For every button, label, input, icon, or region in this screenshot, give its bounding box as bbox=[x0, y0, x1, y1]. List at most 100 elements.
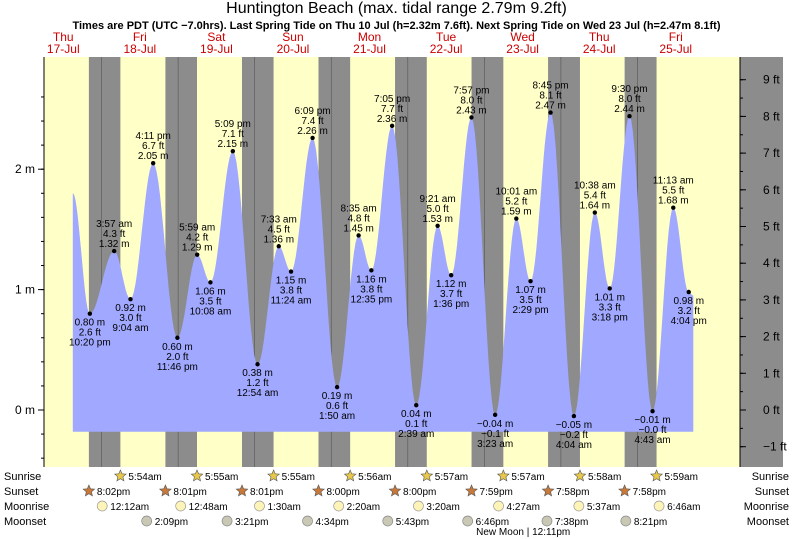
day-name-label: Thu bbox=[589, 30, 610, 44]
moonset-time: 2:09pm bbox=[155, 517, 188, 528]
day-name-label: Fri bbox=[669, 30, 683, 44]
tide-height-m-label: 0.98 m bbox=[673, 296, 704, 307]
sunset-icon bbox=[388, 484, 402, 497]
tide-time-label: 8:35 am bbox=[341, 203, 377, 214]
tide-time-label: 10:38 am bbox=[574, 181, 616, 192]
astro-row-label-left: Sunset bbox=[4, 486, 38, 498]
tide-extreme-point bbox=[276, 244, 281, 249]
tide-extreme-point bbox=[448, 272, 454, 278]
tide-time-label: 3:23 am bbox=[477, 439, 513, 450]
night-band bbox=[548, 57, 580, 467]
tide-extreme-point bbox=[592, 210, 598, 215]
tide-extreme-point bbox=[288, 269, 294, 274]
tide-time-label: 6:09 pm bbox=[295, 106, 331, 117]
tide-extreme-point bbox=[128, 297, 133, 302]
sunrise-time: 5:57am bbox=[511, 472, 544, 483]
tide-time-label: 12:54 am bbox=[237, 388, 279, 399]
tide-time-label: 2:29 pm bbox=[512, 305, 548, 316]
day-date-label: 23-Jul bbox=[506, 42, 539, 56]
moonset-icon bbox=[620, 515, 632, 527]
tide-time-label: 4:43 am bbox=[634, 435, 670, 446]
tide-height-m-label: 2.15 m bbox=[218, 139, 249, 150]
tide-extreme-point bbox=[571, 413, 577, 419]
sunset-icon bbox=[235, 484, 249, 497]
tide-height-m-label: 0.38 m bbox=[242, 368, 273, 379]
moonset-time: 7:38pm bbox=[555, 517, 588, 528]
tide-time-label: 4:04 am bbox=[556, 440, 592, 451]
sunset-time: 8:00pm bbox=[326, 487, 359, 498]
tide-height-ft-label: 4.5 ft bbox=[268, 224, 290, 235]
tide-height-m-label: 0.92 m bbox=[115, 303, 146, 314]
tide-height-m-label: 1.06 m bbox=[195, 286, 226, 297]
tide-height-m-label: 0.19 m bbox=[322, 391, 353, 402]
tide-time-label: 5:59 am bbox=[179, 223, 215, 234]
y-tick-label-ft: 3 ft bbox=[763, 293, 780, 307]
night-band bbox=[241, 57, 274, 467]
sunrise-time: 5:55am bbox=[282, 472, 315, 483]
tide-extreme-point bbox=[389, 123, 395, 129]
moonset-icon bbox=[382, 515, 394, 527]
moonset-time: 6:46pm bbox=[476, 517, 509, 528]
tide-time-label: 9:30 pm bbox=[611, 84, 647, 95]
tide-height-ft-label: 7.1 ft bbox=[222, 129, 244, 140]
tide-height-ft-label: 0.6 ft bbox=[326, 401, 348, 412]
chart-title: Huntington Beach (max. tidal range 2.79m… bbox=[226, 0, 567, 17]
moonset-time: 4:34pm bbox=[316, 517, 349, 528]
moonset-icon bbox=[541, 515, 553, 527]
tide-height-ft-label: −0.2 ft bbox=[560, 430, 588, 441]
day-name-label: Wed bbox=[510, 30, 534, 44]
tide-extreme-point bbox=[356, 233, 361, 238]
y-tick-label-ft: 5 ft bbox=[763, 220, 780, 234]
day-name-label: Thu bbox=[53, 30, 74, 44]
tide-extreme-point bbox=[492, 412, 498, 418]
night-band bbox=[740, 57, 783, 467]
day-date-label: 17-Jul bbox=[47, 42, 80, 56]
tide-height-ft-label: 0.1 ft bbox=[405, 419, 427, 430]
day-date-label: 19-Jul bbox=[200, 42, 233, 56]
tide-extreme-point bbox=[208, 280, 213, 285]
tide-height-m-label: 1.53 m bbox=[422, 214, 453, 225]
tide-height-ft-label: −0.0 ft bbox=[638, 425, 666, 436]
moonset-icon bbox=[462, 515, 474, 527]
tide-time-label: 4:11 pm bbox=[135, 131, 170, 142]
tide-height-ft-label: 3.0 ft bbox=[119, 313, 141, 324]
tide-time-label: 7:33 am bbox=[261, 214, 297, 225]
astro-row-label-right: Sunrise bbox=[752, 471, 789, 483]
tide-extreme-point bbox=[87, 311, 93, 316]
moonrise-time: 4:27am bbox=[507, 502, 540, 513]
tide-time-label: 3:57 am bbox=[96, 219, 132, 230]
astro-row-label-right: Moonrise bbox=[744, 501, 789, 513]
tide-height-ft-label: 3.5 ft bbox=[519, 295, 541, 306]
tide-extreme-point bbox=[194, 252, 200, 257]
tide-height-ft-label: 8.0 ft bbox=[618, 94, 640, 105]
chart-subtitle: Times are PDT (UTC −7.0hrs). Last Spring… bbox=[72, 20, 721, 32]
tide-height-ft-label: 4.8 ft bbox=[347, 213, 369, 224]
y-tick-label-ft: 9 ft bbox=[763, 73, 780, 87]
night-band bbox=[88, 57, 121, 467]
y-tick-label-ft: 8 ft bbox=[763, 109, 780, 123]
y-tick-label-m: 1 m bbox=[15, 283, 35, 297]
y-tick-label-ft: −1 ft bbox=[763, 440, 787, 454]
tide-height-m-label: 1.36 m bbox=[263, 234, 294, 245]
y-tick-label-m: 2 m bbox=[15, 162, 35, 176]
moonrise-icon bbox=[96, 500, 108, 512]
tide-height-ft-label: 3.2 ft bbox=[678, 306, 700, 317]
tide-height-m-label: 1.59 m bbox=[501, 207, 532, 218]
tide-height-ft-label: 4.3 ft bbox=[103, 229, 125, 240]
tide-extreme-point bbox=[230, 148, 236, 154]
sunset-icon bbox=[312, 484, 325, 497]
sunrise-time: 5:54am bbox=[128, 472, 161, 483]
tide-height-ft-label: 3.8 ft bbox=[360, 284, 382, 295]
day-name-label: Mon bbox=[358, 30, 381, 44]
astro-row-label-left: Moonset bbox=[4, 516, 46, 528]
tide-height-ft-label: 3.3 ft bbox=[599, 302, 621, 313]
sunset-time: 7:58pm bbox=[633, 487, 666, 498]
tide-height-m-label: 1.01 m bbox=[594, 292, 625, 303]
sunrise-icon bbox=[343, 469, 357, 482]
tide-time-label: 7:57 pm bbox=[453, 85, 489, 96]
moonrise-icon bbox=[413, 500, 424, 512]
moonrise-icon bbox=[175, 500, 187, 512]
tide-extreme-point bbox=[255, 362, 260, 367]
tide-time-label: 5:09 pm bbox=[215, 119, 251, 130]
